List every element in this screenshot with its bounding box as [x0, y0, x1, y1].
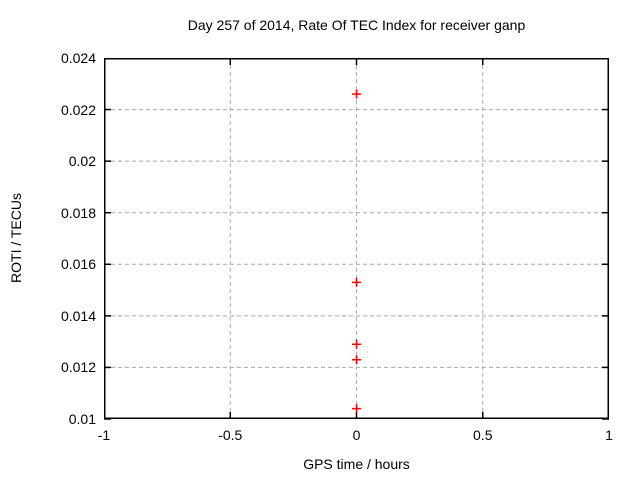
data-point	[352, 355, 361, 365]
y-tick-label: 0.018	[60, 204, 96, 221]
plot-border	[104, 58, 609, 419]
data-point	[352, 404, 361, 414]
y-tick-label: 0.022	[60, 101, 96, 118]
y-tick-label: 0.012	[60, 359, 96, 376]
data-point	[352, 89, 361, 99]
x-tick-label: -1	[97, 427, 111, 443]
x-tick-label: 0.5	[473, 427, 493, 443]
y-tick-label: 0.02	[68, 153, 96, 170]
y-tick-label: 0.014	[60, 307, 96, 324]
x-tick-label: 1	[605, 427, 613, 443]
chart-title: Day 257 of 2014, Rate Of TEC Index for r…	[187, 17, 526, 33]
y-tick-label: 0.01	[68, 411, 96, 427]
data-point	[352, 277, 361, 287]
x-tick-label: -0.5	[218, 427, 243, 443]
plot-area	[104, 58, 609, 420]
x-axis-label: GPS time / hours	[303, 456, 410, 472]
data-point	[352, 339, 361, 349]
y-tick-label: 0.024	[60, 50, 96, 66]
x-tick-label: 0	[352, 427, 361, 443]
y-axis-label: ROTI / TECUs	[8, 193, 24, 283]
y-tick-label: 0.016	[60, 256, 96, 273]
